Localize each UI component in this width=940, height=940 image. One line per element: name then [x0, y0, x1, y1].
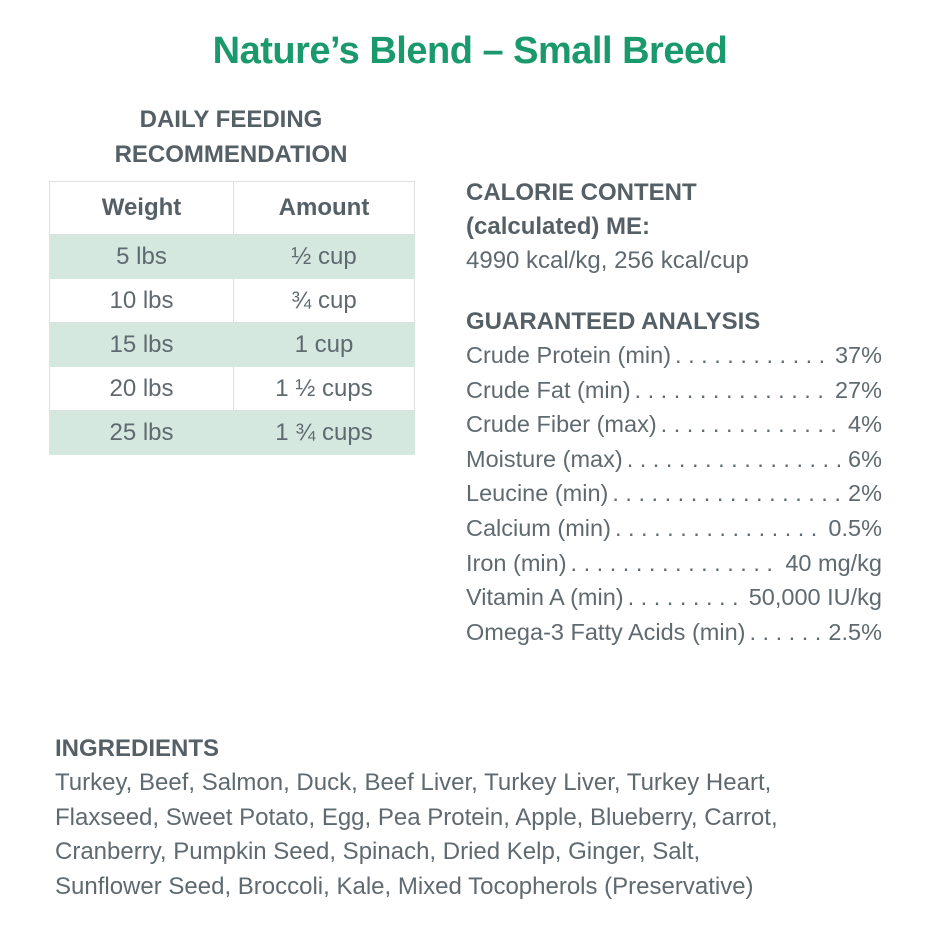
- analysis-row: Omega-3 Fatty Acids (min) 2.5%: [466, 615, 882, 650]
- weight-cell: 10 lbs: [49, 278, 234, 323]
- amount-cell: 1 cup: [233, 322, 415, 367]
- ingredients-line: Sunflower Seed, Broccoli, Kale, Mixed To…: [55, 872, 754, 900]
- ingredients-heading: INGREDIENTS: [55, 735, 220, 762]
- leader-dots: [635, 373, 829, 408]
- feeding-heading-line1: DAILY FEEDING: [139, 106, 323, 133]
- table-row: 20 lbs 1 ½ cups: [49, 366, 415, 411]
- ingredients-line: Cranberry, Pumpkin Seed, Spinach, Dried …: [55, 838, 701, 866]
- analysis-value: 27%: [834, 376, 882, 403]
- weight-cell: 25 lbs: [49, 410, 234, 455]
- ingredients-line: Turkey, Beef, Salmon, Duck, Beef Liver, …: [55, 769, 772, 796]
- weight-cell: 20 lbs: [49, 366, 234, 411]
- calorie-content-section: CALORIE CONTENT (calculated) ME: 4990 kc…: [466, 176, 749, 278]
- leader-dots: [675, 338, 829, 373]
- analysis-value: 40 mg/kg: [785, 549, 882, 576]
- analysis-row: Crude Protein (min) 37%: [466, 338, 882, 373]
- amount-cell: 1 ½ cups: [233, 366, 415, 411]
- analysis-value: 4%: [848, 411, 882, 438]
- analysis-row: Iron (min) 40 mg/kg: [466, 546, 882, 581]
- feeding-heading-line2: RECOMMENDATION: [114, 141, 348, 168]
- leader-dots: [661, 407, 842, 442]
- analysis-row: Crude Fiber (max) 4%: [466, 407, 882, 442]
- column-header-amount: Amount: [233, 181, 415, 235]
- ingredients-text: Turkey, Beef, Salmon, Duck, Beef Liver, …: [55, 766, 915, 904]
- calorie-heading-line2: (calculated) ME:: [466, 213, 651, 240]
- analysis-row: Moisture (max) 6%: [466, 442, 882, 477]
- analysis-label: Calcium (min): [466, 514, 611, 541]
- table-row: 10 lbs ¾ cup: [49, 278, 415, 323]
- analysis-label: Vitamin A (min): [466, 584, 624, 611]
- amount-cell: ½ cup: [233, 234, 415, 279]
- table-row: 5 lbs ½ cup: [49, 234, 415, 279]
- weight-cell: 5 lbs: [49, 234, 234, 279]
- leader-dots: [615, 511, 822, 546]
- analysis-row: Leucine (min) 2%: [466, 476, 882, 511]
- analysis-value: 37%: [834, 342, 882, 368]
- analysis-heading: GUARANTEED ANALYSIS: [466, 308, 761, 335]
- table-row: 15 lbs 1 cup: [49, 322, 415, 367]
- guaranteed-analysis-section: GUARANTEED ANALYSIS Crude Protein (min) …: [466, 306, 882, 649]
- amount-cell: 1 ¾ cups: [233, 410, 415, 455]
- column-header-weight: Weight: [49, 181, 234, 235]
- analysis-row: Calcium (min) 0.5%: [466, 511, 882, 546]
- analysis-value: 2%: [848, 480, 882, 507]
- leader-dots: [571, 546, 780, 581]
- calorie-heading-line1: CALORIE CONTENT: [466, 179, 697, 206]
- analysis-label: Iron (min): [466, 549, 567, 576]
- leader-dots: [749, 615, 822, 650]
- leader-dots: [612, 476, 842, 511]
- amount-cell: ¾ cup: [233, 278, 415, 323]
- leader-dots: [628, 580, 743, 615]
- analysis-label: Moisture (max): [466, 445, 623, 472]
- weight-cell: 15 lbs: [49, 322, 234, 367]
- leader-dots: [627, 442, 842, 477]
- analysis-value: 6%: [848, 445, 882, 472]
- ingredients-line: Flaxseed, Sweet Potato, Egg, Pea Protein…: [55, 803, 778, 831]
- analysis-row: Vitamin A (min) 50,000 IU/kg: [466, 580, 882, 615]
- analysis-row: Crude Fat (min) 27%: [466, 373, 882, 408]
- analysis-label: Leucine (min): [466, 480, 609, 507]
- ingredients-section: INGREDIENTS Turkey, Beef, Salmon, Duck, …: [55, 732, 915, 904]
- feeding-heading: DAILY FEEDING RECOMMENDATION: [50, 102, 412, 172]
- table-header-row: Weight Amount: [49, 181, 415, 235]
- analysis-value: 2.5%: [828, 618, 882, 645]
- analysis-label: Omega-3 Fatty Acids (min): [466, 618, 746, 645]
- feeding-table: Weight Amount 5 lbs ½ cup 10 lbs ¾ cup 1…: [49, 181, 415, 455]
- analysis-value: 0.5%: [828, 514, 882, 541]
- analysis-label: Crude Protein (min): [466, 342, 672, 368]
- calorie-value: 4990 kcal/kg, 256 kcal/cup: [466, 247, 749, 274]
- analysis-value: 50,000 IU/kg: [748, 584, 882, 611]
- analysis-label: Crude Fat (min): [466, 376, 631, 403]
- table-row: 25 lbs 1 ¾ cups: [49, 410, 415, 455]
- analysis-label: Crude Fiber (max): [466, 411, 657, 438]
- page-title: Nature’s Blend – Small Breed: [212, 30, 728, 72]
